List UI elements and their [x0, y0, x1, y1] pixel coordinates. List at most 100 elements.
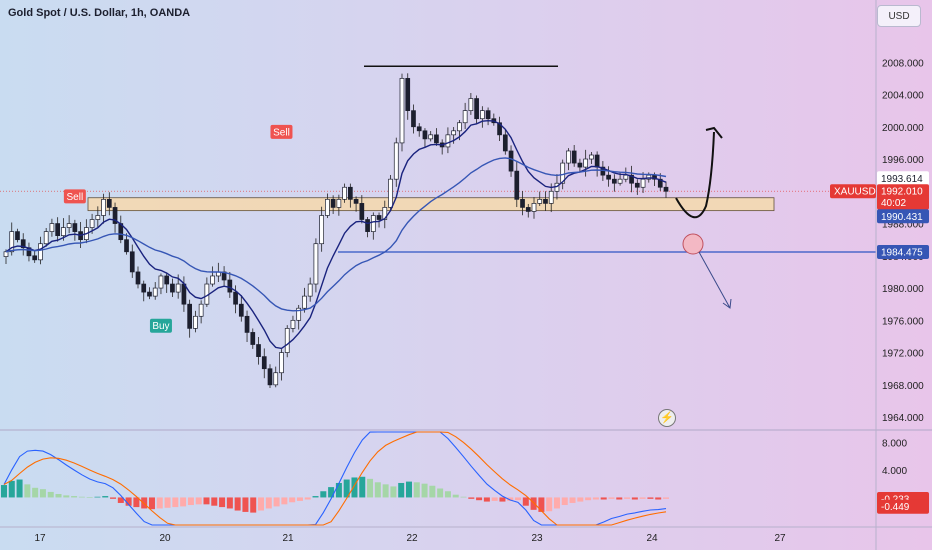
candle-body [634, 182, 640, 188]
macd-histogram-bar [219, 497, 226, 508]
macd-histogram-bar [156, 497, 163, 509]
candle-body [611, 178, 617, 184]
candle-body [353, 199, 359, 204]
candle-body [284, 328, 290, 353]
macd-histogram-bar [437, 488, 444, 498]
macd-histogram-bar [164, 497, 171, 508]
macd-histogram-bar [460, 496, 467, 498]
candle-body [617, 178, 623, 184]
macd-histogram-bar [359, 476, 366, 498]
macd-histogram-bar [507, 497, 514, 501]
candle-body [422, 130, 428, 140]
candle-body [330, 199, 336, 208]
candle-body [583, 158, 589, 168]
macd-histogram-bar [24, 484, 31, 498]
macd-histogram-bar [592, 497, 599, 500]
macd-histogram-bar [585, 497, 592, 501]
price-tag [877, 184, 929, 199]
macd-histogram-bar [569, 497, 576, 503]
candle-body [307, 283, 313, 297]
candle-body [445, 134, 451, 148]
candle-body [566, 150, 571, 164]
candle-body [296, 307, 302, 321]
candle-body [193, 315, 198, 329]
arrow-up-icon [705, 126, 723, 139]
macd-histogram-bar [320, 491, 327, 498]
osc-y-tick-label: 8.000 [882, 438, 907, 449]
candle-body [663, 186, 669, 192]
candle-body [313, 243, 319, 285]
y-tick-label: 2004.000 [882, 91, 924, 102]
candle-body [629, 174, 634, 184]
macd-histogram-bar [211, 497, 218, 506]
macd-histogram-bar [600, 497, 607, 500]
y-tick-label: 1996.000 [882, 155, 924, 166]
y-tick-label: 1964.000 [882, 413, 924, 424]
candle-body [66, 223, 72, 228]
candle-body [462, 110, 468, 124]
candle-body [457, 122, 462, 132]
projection-up-path [675, 131, 715, 219]
candle-body [279, 352, 284, 374]
macd-histogram-bar [452, 494, 459, 498]
macd-histogram-bar [312, 496, 319, 498]
candle-body [95, 215, 101, 220]
macd-histogram-bar [663, 497, 669, 499]
candle-body [416, 126, 422, 132]
candle-body [9, 231, 15, 253]
x-tick-label: 23 [531, 533, 543, 544]
candle-body [89, 219, 95, 228]
macd-histogram-bar [8, 480, 15, 498]
macd-histogram-bar [398, 482, 405, 498]
signal-badge [270, 124, 293, 139]
macd-histogram-bar [483, 497, 490, 502]
candle-body [302, 295, 307, 309]
candle-body [451, 130, 457, 136]
macd-histogram-bar [258, 497, 265, 511]
macd-histogram-bar [296, 497, 303, 501]
flash-icon[interactable]: ⚡ [658, 409, 676, 427]
ma-slow-line [5, 157, 667, 312]
macd-histogram-bar [78, 496, 85, 498]
candle-body [474, 98, 479, 120]
macd-histogram-bar [491, 497, 498, 501]
candle-body [479, 110, 485, 120]
macd-histogram-bar [148, 497, 155, 510]
macd-histogram-bar [421, 483, 428, 498]
candle-body [152, 287, 158, 297]
candle-body [623, 174, 629, 180]
macd-histogram-bar [226, 497, 233, 509]
support-zone [87, 197, 775, 212]
candle-body [594, 154, 600, 168]
candle-body [502, 134, 508, 152]
macd-histogram-bar [1, 485, 7, 498]
candle-body [72, 223, 78, 232]
candle-body [514, 170, 520, 200]
osc-value-tag-text: -0.449 [881, 502, 910, 513]
candle-body [640, 178, 646, 188]
macd-histogram-bar [110, 497, 117, 499]
macd-histogram-bar [133, 497, 140, 508]
candle-body [434, 134, 439, 144]
macd-histogram-bar [47, 491, 54, 498]
macd-histogram-bar [39, 489, 46, 498]
currency-selector[interactable]: USD [877, 5, 921, 27]
candle-body [468, 98, 474, 111]
macd-histogram-bar [429, 485, 436, 498]
price-tag [877, 171, 929, 186]
macd-histogram-bar [16, 479, 23, 498]
price-tag-text: 1990.431 [881, 212, 923, 223]
price-tag-text: 40:02 [881, 198, 906, 209]
price-tag-text: 1992.010 [881, 187, 923, 198]
arrow-down-icon [722, 298, 732, 309]
macd-histogram-bar [172, 497, 179, 508]
candle-body [520, 199, 525, 208]
target-circle [682, 233, 704, 255]
candle-body [244, 315, 250, 333]
y-tick-label: 1972.000 [882, 349, 924, 360]
macd-histogram-bar [125, 497, 132, 506]
macd-histogram-bar [328, 487, 335, 498]
candle-body [147, 291, 152, 297]
candle-body [370, 215, 376, 232]
